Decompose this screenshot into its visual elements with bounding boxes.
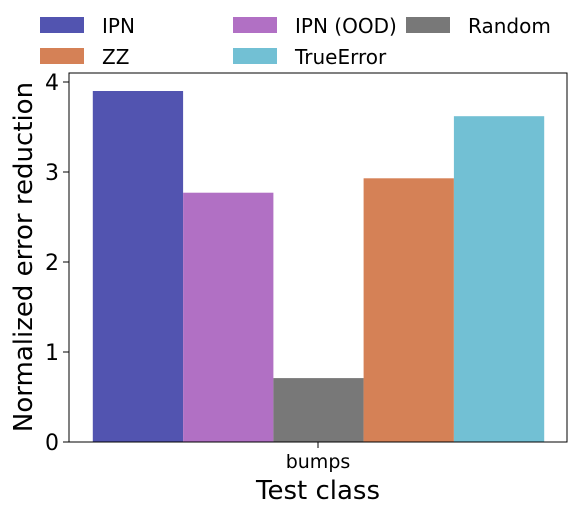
y-tick-label: 0 — [45, 431, 59, 456]
legend-swatch — [40, 48, 84, 64]
legend-label: IPN — [102, 14, 135, 38]
legend-swatch — [406, 17, 450, 33]
legend-swatch — [233, 48, 277, 64]
bars — [92, 91, 545, 443]
legend-item: TrueError — [233, 45, 387, 69]
y-axis-label: Normalized error reduction — [9, 82, 39, 432]
y-tick-label: 1 — [45, 341, 59, 366]
x-axis: bumps — [286, 442, 351, 473]
legend-item: Random — [406, 14, 551, 38]
x-axis-label: Test class — [255, 476, 380, 506]
bar-trueerror — [453, 116, 545, 442]
legend-swatch — [40, 17, 84, 33]
legend-label: ZZ — [102, 45, 129, 69]
legend-label: TrueError — [294, 45, 387, 69]
bar-random — [273, 378, 364, 442]
bar-ipn-ood — [183, 192, 274, 442]
legend: IPN IPN (OOD) Random ZZ TrueError — [40, 14, 551, 69]
x-tick-label: bumps — [286, 451, 351, 473]
legend-swatch — [233, 17, 277, 33]
y-tick-label: 4 — [45, 71, 59, 96]
y-axis: 0 1 2 3 4 — [45, 71, 69, 456]
legend-label: Random — [468, 14, 551, 38]
legend-item: IPN — [40, 14, 135, 38]
legend-item: IPN (OOD) — [233, 14, 397, 38]
y-tick-label: 2 — [45, 251, 59, 276]
legend-item: ZZ — [40, 45, 129, 69]
legend-label: IPN (OOD) — [295, 14, 397, 38]
bar-zz — [363, 178, 454, 443]
y-tick-label: 3 — [45, 161, 59, 186]
bar-ipn — [92, 91, 184, 442]
